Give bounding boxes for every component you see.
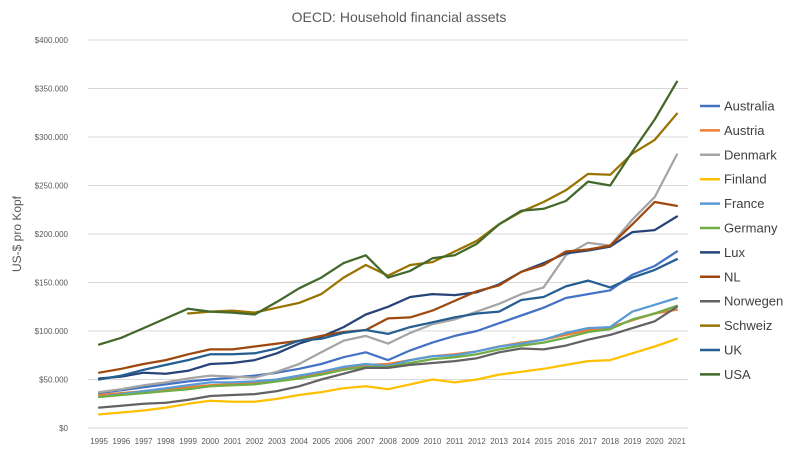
x-tick-label: 2019 (624, 437, 642, 446)
x-tick-label: 1996 (112, 437, 130, 446)
x-tick-label: 2001 (224, 437, 242, 446)
x-tick-label: 2011 (446, 437, 464, 446)
y-tick-label: $300.000 (35, 133, 69, 142)
x-tick-label: 2009 (401, 437, 419, 446)
legend-label: Denmark (724, 147, 777, 162)
legend-label: USA (724, 367, 751, 382)
legend-label: Lux (724, 245, 745, 260)
y-tick-label: $250.000 (35, 182, 69, 191)
x-tick-label: 1998 (157, 437, 175, 446)
legend-label: Finland (724, 172, 767, 187)
x-tick-label: 2016 (557, 437, 575, 446)
x-tick-label: 2020 (646, 437, 664, 446)
series-line-uk (97, 258, 679, 381)
series-line-nl (97, 200, 679, 374)
x-tick-label: 1997 (135, 437, 153, 446)
legend-label: Austria (724, 123, 765, 138)
y-tick-label: $0 (59, 424, 68, 433)
series-line-schweiz (186, 112, 679, 315)
x-tick-label: 2017 (579, 437, 597, 446)
x-tick-label: 2015 (535, 437, 553, 446)
series-line-denmark (97, 153, 679, 394)
y-tick-label: $100.000 (35, 327, 69, 336)
x-tick-label: 2005 (312, 437, 330, 446)
x-tick-label: 2007 (357, 437, 375, 446)
x-tick-label: 2002 (246, 437, 264, 446)
y-tick-label: $150.000 (35, 279, 69, 288)
x-tick-label: 2003 (268, 437, 286, 446)
y-tick-label: $50.000 (39, 376, 68, 385)
series-line-finland (97, 337, 679, 416)
x-tick-label: 2006 (335, 437, 353, 446)
chart-title: OECD: Household financial assets (292, 9, 507, 25)
gridlines (88, 39, 688, 429)
x-axis-ticks: 1995 1996 1997 1998 1999 2000 2001 2002 2003 2004… (90, 437, 686, 446)
legend-label: Australia (724, 99, 775, 114)
legend-label: France (724, 196, 764, 211)
x-tick-label: 2010 (424, 437, 442, 446)
series-lines (97, 80, 679, 416)
legend-label: Schweiz (724, 318, 772, 333)
series-line-austria (97, 308, 679, 397)
x-tick-label: 2018 (601, 437, 619, 446)
y-tick-label: $350.000 (35, 85, 69, 94)
series-line-australia (97, 250, 679, 395)
series-line-usa (97, 80, 679, 346)
y-axis-ticks: $0 $50.000 $100.000 $150.000 $200.000 $250.00… (35, 36, 69, 433)
x-tick-label: 2008 (379, 437, 397, 446)
y-tick-label: $400.000 (35, 36, 69, 45)
x-tick-label: 2000 (201, 437, 219, 446)
x-tick-label: 2021 (668, 437, 686, 446)
legend-label: Germany (724, 221, 778, 236)
legend: Australia Austria Denmark Finland France Germ… (700, 99, 783, 382)
series-line-lux (97, 215, 679, 380)
x-tick-label: 1995 (90, 437, 108, 446)
x-tick-label: 2014 (512, 437, 530, 446)
x-tick-label: 1999 (179, 437, 197, 446)
x-tick-label: 2004 (290, 437, 308, 446)
legend-label: Norwegen (724, 294, 783, 309)
x-tick-label: 2012 (468, 437, 486, 446)
y-tick-label: $200.000 (35, 230, 69, 239)
legend-label: NL (724, 269, 741, 284)
legend-label: UK (724, 343, 742, 358)
x-tick-label: 2013 (490, 437, 508, 446)
y-axis-label: US-$ pro Kopf (10, 195, 24, 272)
series-line-norwegen (97, 305, 679, 409)
